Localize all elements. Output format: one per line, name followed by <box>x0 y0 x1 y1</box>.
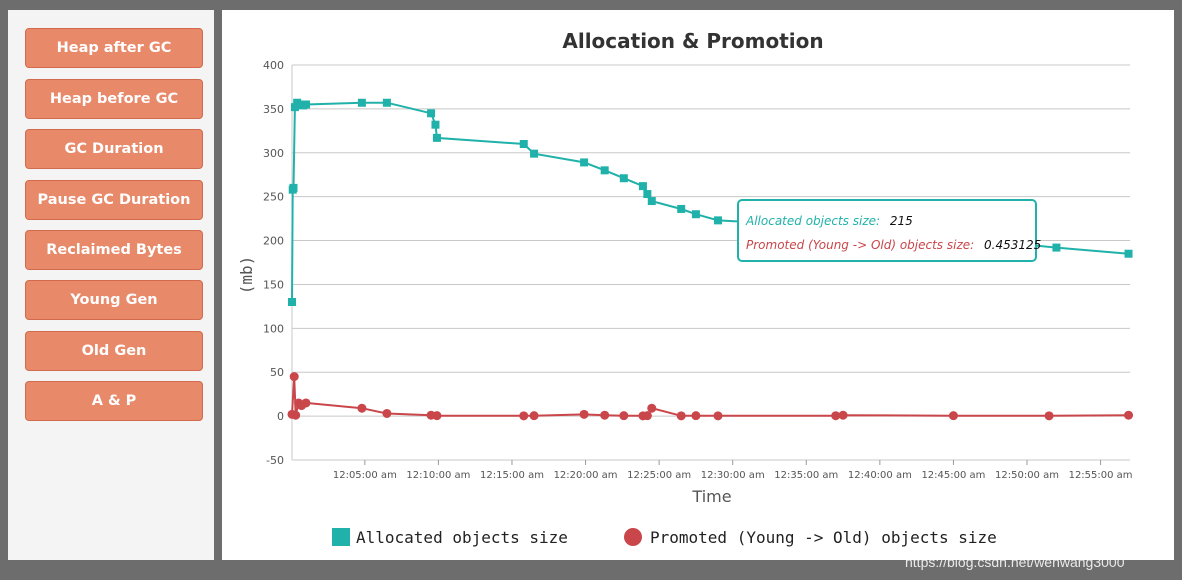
watermark: https://blog.csdn.net/wenwang3000 <box>905 554 1125 570</box>
legend-circle-icon <box>624 528 642 546</box>
y-tick-label: 150 <box>263 278 284 291</box>
heap-after-gc-button[interactable]: Heap after GC <box>25 28 203 68</box>
reclaimed-bytes-button[interactable]: Reclaimed Bytes <box>25 230 203 270</box>
allocated-point[interactable] <box>357 98 366 107</box>
x-tick-label: 12:05:00 am <box>333 470 397 481</box>
allocated-point[interactable] <box>691 210 700 219</box>
y-tick-label: 400 <box>263 59 284 72</box>
legend-promoted[interactable]: Promoted (Young -> Old) objects size <box>650 528 997 547</box>
y-tick-label: -50 <box>266 454 284 467</box>
legend-allocated[interactable]: Allocated objects size <box>356 528 568 547</box>
tooltip: Allocated objects size: 215 Promoted (Yo… <box>737 199 1041 262</box>
legend: Allocated objects size Promoted (Young -… <box>332 528 997 547</box>
promoted-point[interactable] <box>529 411 539 421</box>
svg-text:Allocated objects size:: Allocated objects size: 215 <box>745 214 913 228</box>
series-line-promoted <box>291 376 1129 417</box>
x-tick-label: 12:25:00 am <box>627 470 691 481</box>
tooltip-promoted-label: Promoted (Young -> Old) objects size: <box>746 238 974 252</box>
chart-panel: Allocation & Promotion -50 0 50 100 150 200 25… <box>222 10 1174 560</box>
gridlines <box>291 64 1130 461</box>
x-tick-label: 12:15:00 am <box>480 470 544 481</box>
tooltip-box <box>737 199 1037 262</box>
x-axis-label: Time <box>691 487 731 506</box>
gc-duration-button[interactable]: GC Duration <box>25 129 203 169</box>
allocated-point[interactable] <box>432 133 441 142</box>
series-layer <box>287 98 1134 421</box>
allocated-point[interactable] <box>382 98 391 107</box>
chart-menu-sidebar: Heap after GC Heap before GC GC Duration… <box>8 10 214 560</box>
promoted-point[interactable] <box>838 410 848 420</box>
y-tick-labels: -50 0 50 100 150 200 250 300 350 400 <box>263 59 284 467</box>
tooltip-allocated-label: Allocated objects size: <box>745 214 880 228</box>
young-gen-button[interactable]: Young Gen <box>25 280 203 320</box>
promoted-point[interactable] <box>676 411 686 421</box>
promoted-point[interactable] <box>357 403 367 413</box>
heap-before-gc-button[interactable]: Heap before GC <box>25 79 203 119</box>
chart-title: Allocation & Promotion <box>562 29 823 53</box>
promoted-point[interactable] <box>647 403 657 413</box>
promoted-point[interactable] <box>1124 410 1134 420</box>
old-gen-button[interactable]: Old Gen <box>25 331 203 371</box>
svg-text:Promoted (Young -> Old) object: Promoted (Young -> Old) objects size: 0.… <box>746 238 1041 252</box>
y-tick-label: 50 <box>270 366 284 379</box>
y-tick-label: 350 <box>263 103 284 116</box>
promoted-point[interactable] <box>600 410 610 420</box>
x-tick-labels: 12:05:00 am 12:10:00 am 12:15:00 am 12:20:0… <box>333 460 1133 481</box>
promoted-point[interactable] <box>291 410 301 420</box>
x-tick-label: 12:40:00 am <box>848 470 912 481</box>
allocated-point[interactable] <box>580 158 589 167</box>
allocated-point[interactable] <box>431 120 440 129</box>
allocated-point[interactable] <box>530 149 539 158</box>
promoted-point[interactable] <box>382 408 392 418</box>
promoted-point[interactable] <box>301 398 311 408</box>
tooltip-allocated-value: 215 <box>890 214 913 228</box>
x-tick-label: 12:50:00 am <box>995 470 1059 481</box>
x-tick-label: 12:30:00 am <box>701 470 765 481</box>
allocated-point[interactable] <box>1124 249 1133 258</box>
promoted-point[interactable] <box>619 411 629 421</box>
allocated-point[interactable] <box>519 140 528 148</box>
allocation-promotion-chart: Allocation & Promotion -50 0 50 100 150 200 25… <box>237 29 1134 547</box>
a-and-p-button[interactable]: A & P <box>25 381 203 421</box>
allocated-point[interactable] <box>427 109 436 118</box>
allocated-point[interactable] <box>600 166 609 175</box>
y-tick-label: 100 <box>263 322 284 335</box>
allocated-point[interactable] <box>288 298 296 306</box>
allocated-point[interactable] <box>301 100 310 109</box>
promoted-point[interactable] <box>432 411 442 421</box>
allocated-point[interactable] <box>677 204 686 213</box>
promoted-point[interactable] <box>831 411 841 421</box>
tooltip-promoted-value: 0.453125 <box>984 238 1041 252</box>
y-tick-label: 0 <box>277 410 284 423</box>
x-tick-label: 12:55:00 am <box>1069 470 1133 481</box>
allocated-point[interactable] <box>289 183 298 192</box>
x-tick-label: 12:45:00 am <box>921 470 985 481</box>
x-tick-label: 12:10:00 am <box>406 470 470 481</box>
x-tick-label: 12:35:00 am <box>774 470 838 481</box>
allocated-point[interactable] <box>1052 243 1061 252</box>
promoted-point[interactable] <box>691 411 701 421</box>
promoted-point[interactable] <box>519 411 529 421</box>
promoted-point[interactable] <box>713 411 723 421</box>
y-tick-label: 200 <box>263 235 284 248</box>
y-axis-label: (mb) <box>237 256 256 295</box>
promoted-point[interactable] <box>579 409 589 419</box>
promoted-point[interactable] <box>289 372 299 382</box>
legend-square-icon <box>332 528 350 546</box>
allocated-point[interactable] <box>638 182 647 191</box>
y-tick-label: 250 <box>263 191 284 204</box>
promoted-point[interactable] <box>1044 411 1054 421</box>
allocated-point[interactable] <box>713 216 722 225</box>
allocated-point[interactable] <box>643 190 652 199</box>
promoted-point[interactable] <box>642 411 652 421</box>
y-tick-label: 300 <box>263 147 284 160</box>
pause-gc-duration-button[interactable]: Pause GC Duration <box>25 180 203 220</box>
allocated-point[interactable] <box>647 197 656 206</box>
x-tick-label: 12:20:00 am <box>554 470 618 481</box>
allocated-point[interactable] <box>619 174 628 183</box>
promoted-point[interactable] <box>948 411 958 421</box>
